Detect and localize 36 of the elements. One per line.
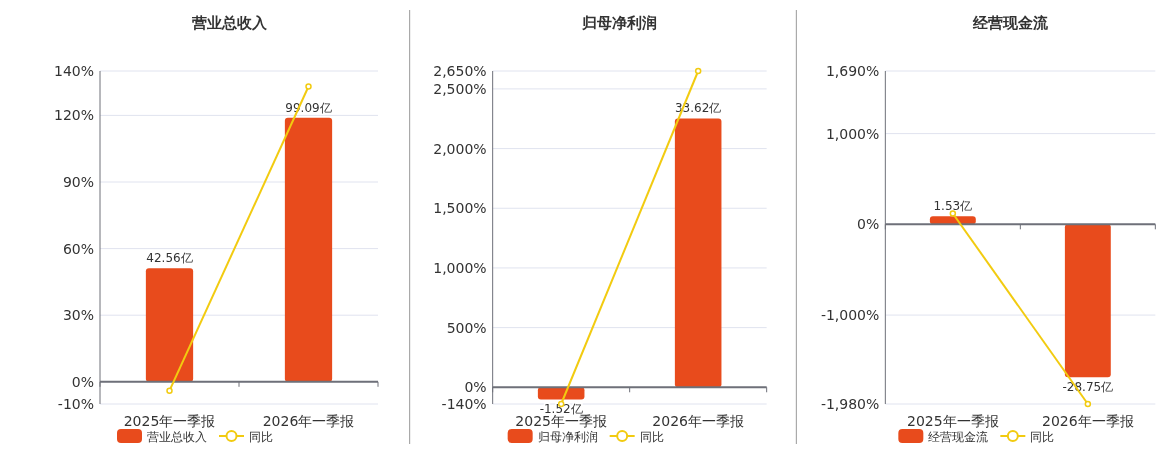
y-tick-label: 0% xyxy=(857,216,880,233)
y-tick-label: 120% xyxy=(53,107,94,124)
y-tick-label: 2,000% xyxy=(433,140,487,157)
data-label: 1.53亿 xyxy=(933,199,973,214)
y-tick-label: 140% xyxy=(53,63,94,79)
y-tick-label: -1,000% xyxy=(820,307,880,324)
legend-label: 归母净利润 xyxy=(537,430,598,444)
y-tick-label: 1,690% xyxy=(825,63,880,79)
y-tick-label: 2,500% xyxy=(433,80,487,97)
y-tick-label: 1,500% xyxy=(433,200,487,217)
chart-title: 营业总收入 xyxy=(190,14,268,32)
y-tick-label: 60% xyxy=(62,240,94,257)
legend-label: 同比 xyxy=(249,430,273,444)
legend-label: 营业总收入 xyxy=(147,430,207,444)
chart-title: 经营现金流 xyxy=(971,14,1049,32)
y-tick-label: 0% xyxy=(71,373,94,390)
y-tick-label: 2,650% xyxy=(433,63,487,79)
x-tick-label: 2026年一季报 xyxy=(1042,413,1134,429)
x-tick-label: 2025年一季报 xyxy=(907,413,999,429)
y-tick-label: -1,980% xyxy=(820,396,880,412)
x-tick-label: 2025年一季报 xyxy=(123,413,216,429)
x-tick-label: 2026年一季报 xyxy=(652,413,744,429)
y-tick-label: 1,000% xyxy=(825,125,880,142)
legend-label: 同比 xyxy=(1030,430,1055,444)
y-tick-label: -140% xyxy=(441,396,487,412)
y-tick-label: 0% xyxy=(464,379,487,396)
data-label: 42.56亿 xyxy=(146,251,193,266)
y-tick-label: 500% xyxy=(446,319,487,336)
x-tick-label: 2026年一季报 xyxy=(262,413,355,429)
y-tick-label: 30% xyxy=(62,307,94,324)
y-tick-label: 1,000% xyxy=(433,259,487,276)
y-tick-label: -10% xyxy=(57,396,94,412)
chart-title: 归母净利润 xyxy=(581,14,658,32)
y-tick-label: 90% xyxy=(62,174,94,190)
legend-label: 经营现金流 xyxy=(928,430,989,444)
legend-label: 同比 xyxy=(639,430,664,444)
